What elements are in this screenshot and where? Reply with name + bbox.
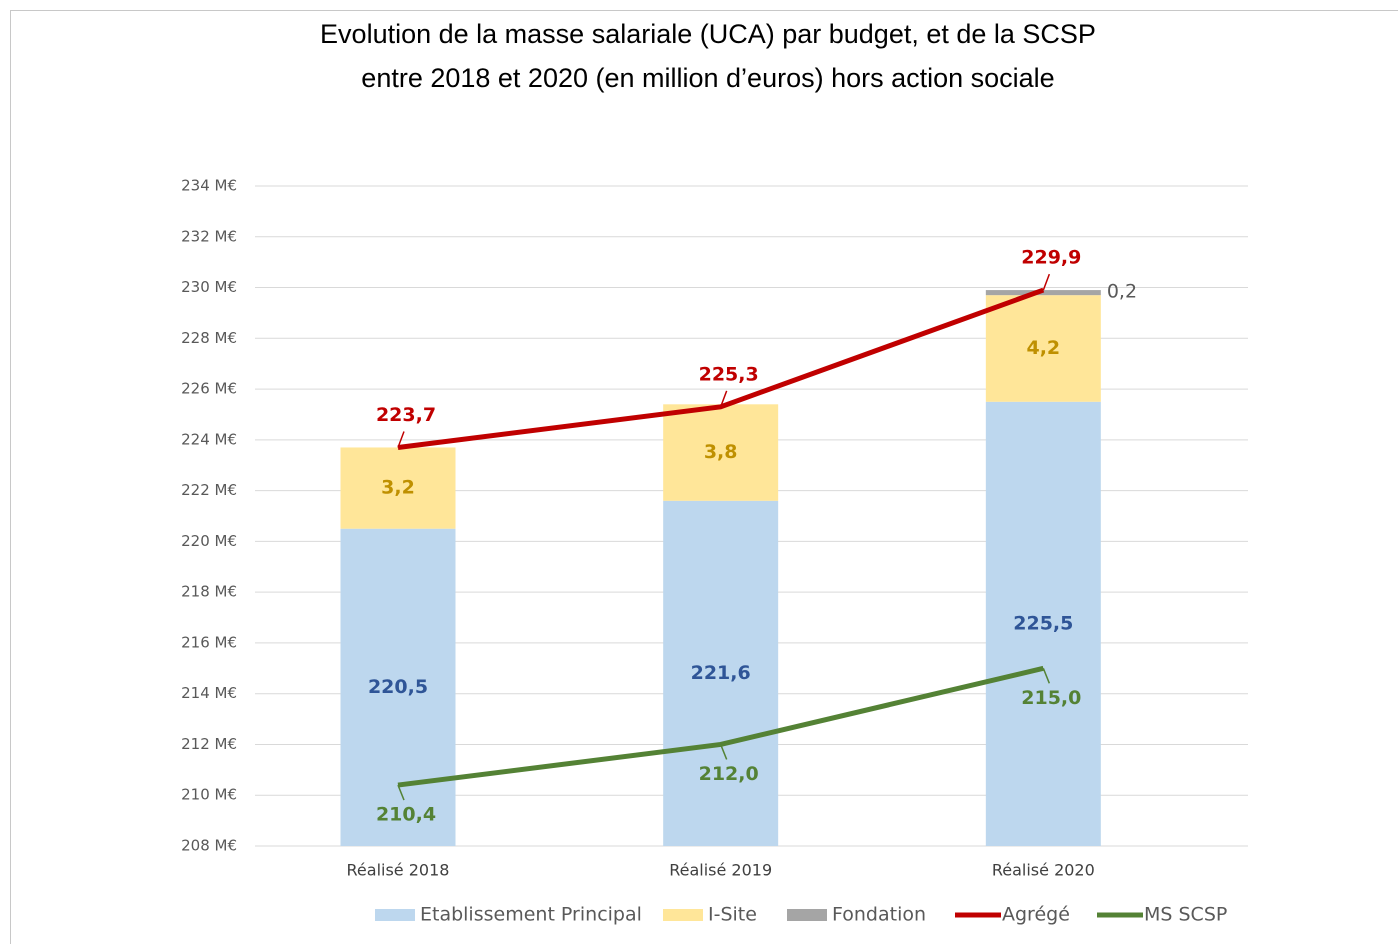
leader-line bbox=[719, 744, 728, 760]
bar-segment bbox=[663, 404, 779, 501]
legend-label: I-Site bbox=[708, 904, 757, 926]
data-label: 225,5 bbox=[1013, 612, 1073, 634]
y-tick-label: 216 M€ bbox=[181, 633, 237, 651]
legend-swatch bbox=[375, 909, 415, 921]
legend-swatch bbox=[787, 909, 827, 921]
leader-line bbox=[397, 431, 405, 448]
data-label: 0,2 bbox=[1107, 281, 1137, 303]
leader-line bbox=[1042, 668, 1051, 684]
bar-segment bbox=[985, 295, 1101, 402]
data-label: 223,7 bbox=[376, 404, 436, 426]
y-tick-label: 214 M€ bbox=[181, 684, 237, 702]
y-tick-label: 220 M€ bbox=[181, 532, 237, 550]
legend-swatch bbox=[663, 909, 703, 921]
y-tick-label: 230 M€ bbox=[181, 278, 237, 296]
y-tick-label: 210 M€ bbox=[181, 786, 237, 804]
y-tick-label: 228 M€ bbox=[181, 329, 237, 347]
y-tick-label: 208 M€ bbox=[181, 837, 237, 855]
data-label: 210,4 bbox=[376, 804, 436, 826]
data-label: 4,2 bbox=[1026, 337, 1060, 359]
chart-title: Evolution de la masse salariale (UCA) pa… bbox=[320, 19, 1096, 49]
bar-segment bbox=[985, 401, 1101, 846]
legend-label: Agrégé bbox=[1002, 904, 1070, 926]
data-label: 3,2 bbox=[381, 477, 415, 499]
bar-segment bbox=[340, 447, 456, 529]
leader-line bbox=[719, 390, 728, 408]
data-label: 229,9 bbox=[1021, 247, 1081, 269]
y-tick-label: 222 M€ bbox=[181, 481, 237, 499]
bar-segment bbox=[340, 528, 456, 846]
bar-segment bbox=[663, 500, 779, 846]
data-label: 215,0 bbox=[1021, 687, 1081, 709]
y-tick-label: 224 M€ bbox=[181, 430, 237, 448]
data-label: 212,0 bbox=[699, 763, 759, 785]
data-label: 220,5 bbox=[368, 676, 428, 698]
x-tick-label: Réalisé 2020 bbox=[992, 861, 1095, 880]
x-tick-label: Réalisé 2018 bbox=[347, 861, 450, 880]
y-tick-label: 218 M€ bbox=[181, 583, 237, 601]
y-tick-label: 232 M€ bbox=[181, 227, 237, 245]
data-label: 221,6 bbox=[691, 662, 751, 684]
x-tick-label: Réalisé 2019 bbox=[669, 861, 772, 880]
leader-line bbox=[397, 784, 405, 801]
legend-label: MS SCSP bbox=[1144, 904, 1227, 926]
y-tick-label: 212 M€ bbox=[181, 735, 237, 753]
chart-title: entre 2018 et 2020 (en million d’euros) … bbox=[361, 63, 1054, 93]
legend-label: Etablissement Principal bbox=[420, 904, 642, 926]
y-tick-label: 234 M€ bbox=[181, 177, 237, 195]
data-label: 225,3 bbox=[699, 363, 759, 385]
legend-label: Fondation bbox=[832, 904, 926, 926]
data-label: 3,8 bbox=[704, 441, 738, 463]
leader-line bbox=[1042, 273, 1051, 291]
y-tick-label: 226 M€ bbox=[181, 380, 237, 398]
